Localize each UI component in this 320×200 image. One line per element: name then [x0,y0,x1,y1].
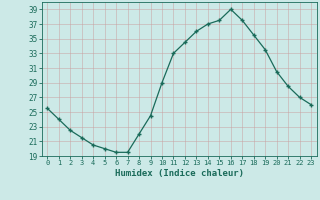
X-axis label: Humidex (Indice chaleur): Humidex (Indice chaleur) [115,169,244,178]
